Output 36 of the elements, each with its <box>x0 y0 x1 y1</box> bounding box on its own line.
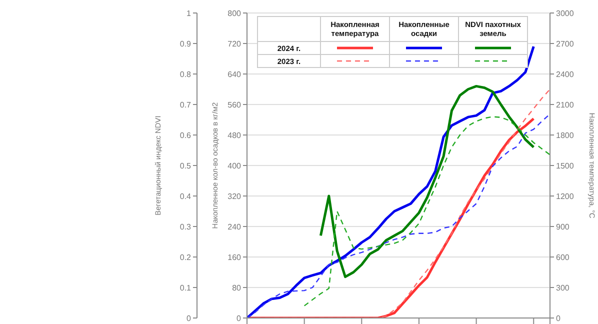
y3-tick-label: 3000 <box>556 8 574 18</box>
y3-tick-label: 900 <box>556 222 570 232</box>
y3-tick-label: 1800 <box>556 130 574 140</box>
y2-tick-label: 0.8 <box>180 70 192 79</box>
y3-tick-label: 2100 <box>556 100 574 110</box>
y-tick-label: 0 <box>236 314 242 323</box>
y-tick-label: 160 <box>228 252 242 262</box>
y3-tick-label: 1500 <box>556 161 574 170</box>
y2-tick-label: 0.4 <box>180 192 192 201</box>
y2-tick-label: 0.7 <box>180 100 192 110</box>
y-tick-label: 800 <box>228 8 242 18</box>
y-tick-label: 560 <box>228 100 242 110</box>
y-tick-label: 80 <box>232 283 242 292</box>
line-series <box>304 116 550 306</box>
line-series <box>247 45 535 318</box>
y3-tick-label: 0 <box>556 314 561 323</box>
y-tick-label: 640 <box>228 70 242 79</box>
y-tick-label: 320 <box>228 192 242 201</box>
y2-tick-label: 0.1 <box>180 283 192 292</box>
y-tick-label: 480 <box>228 130 242 140</box>
y-tick-label: 400 <box>228 161 242 170</box>
y2-tick-label: 0 <box>186 314 192 323</box>
y2-tick-label: 0.2 <box>180 252 192 262</box>
y3-tick-label: 1200 <box>556 192 574 201</box>
y2-tick-label: 0.5 <box>180 161 192 170</box>
line-series <box>319 84 535 278</box>
y-tick-label: 240 <box>228 222 242 232</box>
y3-tick-label: 600 <box>556 252 570 262</box>
y2-tick-label: 0.6 <box>180 130 192 140</box>
y3-tick-label: 2700 <box>556 39 574 48</box>
y2-tick-label: 0.3 <box>180 222 192 232</box>
y3-tick-label: 2400 <box>556 70 574 79</box>
y2-tick-label: 1 <box>186 8 192 18</box>
y3-tick-label: 300 <box>556 283 570 292</box>
y-tick-label: 720 <box>228 39 242 48</box>
y2-tick-label: 0.9 <box>180 39 192 48</box>
